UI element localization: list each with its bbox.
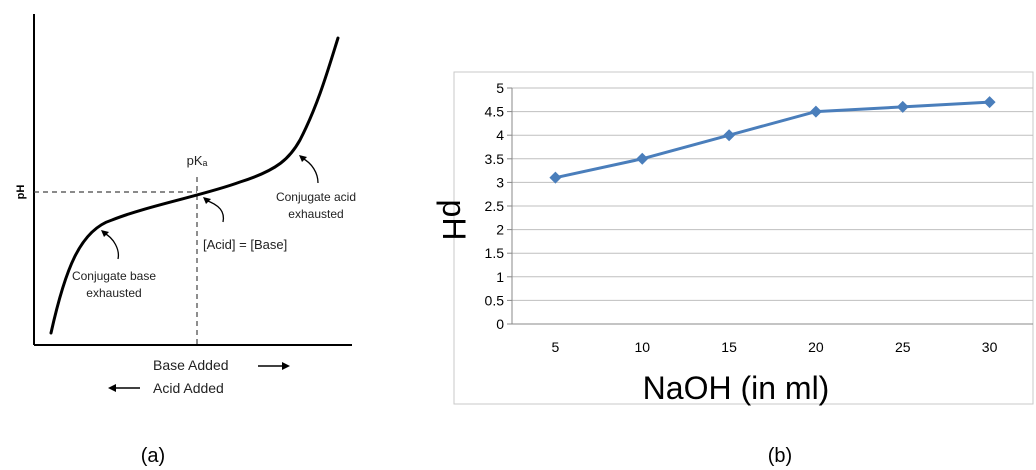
base-exhausted-label-1: Conjugate base [72,269,156,283]
series-line [555,100,990,180]
x-tick-label: 30 [982,339,998,355]
acid-exhausted-label-2: exhausted [288,207,343,221]
base-exhausted-arrowhead [101,230,109,237]
panel-b-series [549,96,996,184]
y-tick-label: 0 [496,316,504,332]
data-point [636,152,649,165]
panel-b-y-ticks: 0 0.5 1 1.5 2 2.5 3 3.5 4 4.5 5 [485,80,505,332]
y-tick-label: 1 [496,269,504,285]
acid-exhausted-arrowhead [299,155,307,162]
data-point [983,96,996,109]
y-tick-label: 0.5 [485,292,505,308]
acid-exhausted-arrow [301,157,319,184]
y-tick-label: 3.5 [485,151,505,167]
data-point [896,100,909,113]
pka-label: pKₐ [187,153,208,168]
panel-b: 0 0.5 1 1.5 2 2.5 3 3.5 4 4.5 5 5 10 15 20 25 30 pH NaO… [436,71,1034,467]
acid-exhausted-label-1: Conjugate acid [276,190,356,204]
panel-b-grid [507,87,1033,325]
base-added-label: Base Added [153,357,229,373]
x-tick-label: 10 [634,339,650,355]
data-point [549,171,562,184]
panel-a-caption: (a) [141,445,165,467]
x-tick-label: 20 [808,339,824,355]
x-tick-label: 15 [721,339,737,355]
panel-b-chart-border [453,71,1034,405]
y-tick-label: 4.5 [485,104,505,120]
panel-b-caption: (b) [768,445,792,467]
panel-a: pH pKₐ [Acid] = [Base] Conjugate base ex… [15,14,356,467]
equal-point-arrowhead [203,197,211,204]
acid-added-label: Acid Added [153,380,224,396]
equal-point-arrow [204,199,225,223]
equal-point-label: [Acid] = [Base] [203,237,287,252]
panel-a-y-label: pH [15,185,27,200]
panel-b-x-ticks: 5 10 15 20 25 30 [552,339,998,355]
panel-b-x-label: NaOH (in ml) [643,370,830,406]
y-tick-label: 1.5 [485,245,505,261]
data-point [809,105,822,118]
x-tick-label: 25 [895,339,911,355]
base-exhausted-arrow [103,232,120,260]
panel-b-y-label: pH [436,200,472,241]
y-tick-label: 3 [496,174,504,190]
y-tick-label: 2.5 [485,198,505,214]
data-point [723,129,736,142]
titration-curve [49,36,340,335]
acid-added-arrowhead [108,384,116,392]
x-tick-label: 5 [552,339,560,355]
base-exhausted-label-2: exhausted [86,286,141,300]
y-tick-label: 4 [496,127,504,143]
y-tick-label: 5 [496,80,504,96]
base-added-arrowhead [282,362,290,370]
y-tick-label: 2 [496,222,504,238]
